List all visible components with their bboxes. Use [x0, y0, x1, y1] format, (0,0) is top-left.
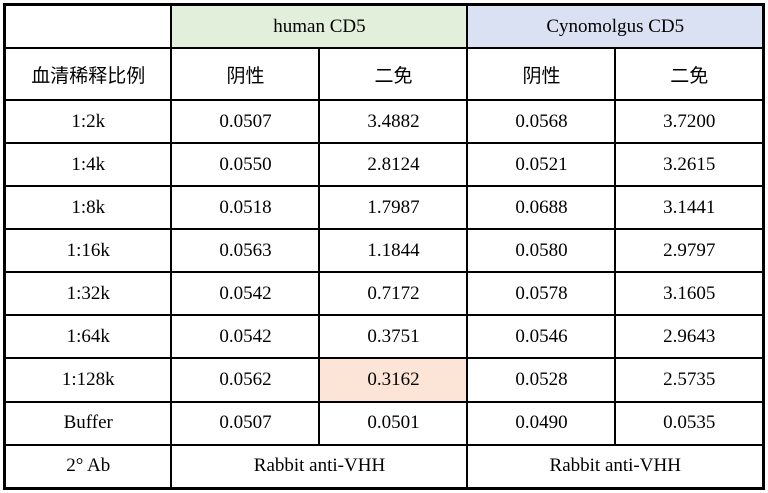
value-cell: 0.0501 [318, 400, 469, 446]
highlighted-value-cell: 0.3162 [318, 357, 469, 403]
row-label: 1:16k [3, 228, 173, 274]
value-cell: 0.0563 [170, 228, 321, 274]
value-cell: 0.0580 [466, 228, 617, 274]
value-cell: 1.7987 [318, 185, 469, 231]
table-row: 1:4k 0.0550 2.8124 0.0521 3.2615 [3, 142, 765, 188]
value-cell: 3.4882 [318, 99, 469, 145]
table-row: 1:8k 0.0518 1.7987 0.0688 3.1441 [3, 185, 765, 231]
value-cell: 0.0562 [170, 357, 321, 403]
footer-secondary-antibody-human: Rabbit anti-VHH [170, 443, 469, 490]
value-cell: 0.0542 [170, 271, 321, 317]
table-row: 1:32k 0.0542 0.7172 0.0578 3.1605 [3, 271, 765, 317]
value-cell: 0.0546 [466, 314, 617, 360]
value-cell: 0.0550 [170, 142, 321, 188]
column-header-negative-human: 阴性 [170, 47, 321, 102]
value-cell: 3.1441 [614, 185, 765, 231]
footer-secondary-antibody-cyno: Rabbit anti-VHH [466, 443, 765, 490]
value-cell: 0.0518 [170, 185, 321, 231]
footer-row-label: 2° Ab [3, 443, 173, 490]
row-label: Buffer [3, 400, 173, 446]
column-header-negative-cyno: 阴性 [466, 47, 617, 102]
value-cell: 0.0542 [170, 314, 321, 360]
value-cell: 0.0535 [614, 400, 765, 446]
column-header-second-immunization-human: 二免 [318, 47, 469, 102]
table-row: 1:16k 0.0563 1.1844 0.0580 2.9797 [3, 228, 765, 274]
value-cell: 2.9643 [614, 314, 765, 360]
value-cell: 3.7200 [614, 99, 765, 145]
value-cell: 2.8124 [318, 142, 469, 188]
value-cell: 2.9797 [614, 228, 765, 274]
row-label: 1:8k [3, 185, 173, 231]
row-label: 1:128k [3, 357, 173, 403]
row-label: 1:32k [3, 271, 173, 317]
table-row: 1:2k 0.0507 3.4882 0.0568 3.7200 [3, 99, 765, 145]
value-cell: 0.0568 [466, 99, 617, 145]
value-cell: 0.0578 [466, 271, 617, 317]
value-cell: 0.0688 [466, 185, 617, 231]
value-cell: 0.0528 [466, 357, 617, 403]
footer-row: 2° Ab Rabbit anti-VHH Rabbit anti-VHH [3, 443, 765, 490]
elisa-results-table: human CD5 Cynomolgus CD5 血清稀释比例 阴性 二免 阴性… [3, 3, 765, 490]
value-cell: 0.3751 [318, 314, 469, 360]
value-cell: 0.0507 [170, 400, 321, 446]
value-cell: 0.0521 [466, 142, 617, 188]
group-header-cynomolgus-cd5: Cynomolgus CD5 [466, 3, 765, 50]
column-header-dilution: 血清稀释比例 [3, 47, 173, 102]
value-cell: 3.1605 [614, 271, 765, 317]
table-row: Buffer 0.0507 0.0501 0.0490 0.0535 [3, 400, 765, 446]
row-label: 1:4k [3, 142, 173, 188]
group-header-human-cd5: human CD5 [170, 3, 469, 50]
group-header-row: human CD5 Cynomolgus CD5 [3, 3, 765, 50]
table-row: 1:128k 0.0562 0.3162 0.0528 2.5735 [3, 357, 765, 403]
column-header-row: 血清稀释比例 阴性 二免 阴性 二免 [3, 47, 765, 102]
row-label: 1:64k [3, 314, 173, 360]
value-cell: 0.0507 [170, 99, 321, 145]
value-cell: 2.5735 [614, 357, 765, 403]
row-label: 1:2k [3, 99, 173, 145]
value-cell: 1.1844 [318, 228, 469, 274]
value-cell: 0.0490 [466, 400, 617, 446]
value-cell: 0.7172 [318, 271, 469, 317]
corner-empty-cell [3, 3, 173, 50]
value-cell: 3.2615 [614, 142, 765, 188]
column-header-second-immunization-cyno: 二免 [614, 47, 765, 102]
table-row: 1:64k 0.0542 0.3751 0.0546 2.9643 [3, 314, 765, 360]
